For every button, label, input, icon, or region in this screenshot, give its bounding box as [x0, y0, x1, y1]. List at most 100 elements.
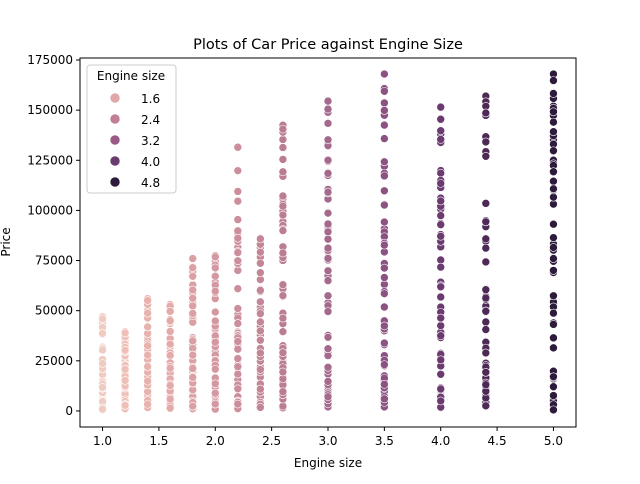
data-point [256, 365, 265, 374]
data-point [165, 381, 175, 390]
data-point [549, 167, 558, 177]
legend-label: 2.4 [141, 113, 160, 127]
data-point [233, 344, 243, 354]
data-point [256, 348, 265, 358]
data-point [323, 392, 333, 402]
data-point [323, 104, 333, 114]
data-point [380, 360, 389, 369]
data-point [549, 333, 558, 343]
y-tick-label: 75000 [35, 254, 73, 268]
data-point [549, 243, 558, 252]
data-point [436, 126, 446, 136]
data-point [278, 348, 288, 358]
data-point [143, 376, 152, 386]
data-point [256, 247, 265, 257]
data-point [233, 362, 243, 371]
data-point [143, 308, 152, 318]
y-axis-label: Price [0, 227, 13, 256]
data-point [549, 76, 558, 85]
data-point [380, 171, 389, 181]
data-point [188, 364, 198, 373]
data-point [436, 396, 446, 406]
data-point [549, 320, 558, 329]
legend-marker [109, 113, 121, 125]
data-point [278, 291, 288, 300]
data-point [143, 296, 152, 305]
data-point [188, 309, 198, 318]
chart-title: Plots of Car Price against Engine Size [193, 37, 463, 53]
data-point [233, 215, 243, 224]
data-point [481, 348, 491, 358]
data-point [278, 387, 288, 397]
data-point [233, 233, 243, 243]
data-point [256, 268, 265, 277]
data-point [549, 117, 558, 127]
data-point [256, 326, 265, 336]
x-axis-label: Engine size [294, 456, 362, 470]
data-point [549, 372, 558, 382]
data-point [256, 335, 265, 345]
legend-label: 4.0 [141, 155, 160, 169]
data-point [120, 364, 130, 374]
x-tick-label: 3.0 [318, 434, 337, 448]
data-point [323, 291, 333, 301]
x-tick-label: 1.0 [93, 434, 112, 448]
data-point [549, 266, 558, 275]
data-point [436, 102, 446, 112]
data-point [380, 157, 389, 167]
data-point [481, 401, 491, 411]
data-point [233, 256, 243, 266]
data-point [233, 319, 243, 328]
data-point [436, 211, 446, 220]
data-point [233, 196, 243, 206]
x-tick-label: 4.0 [431, 434, 450, 448]
legend: Engine size 1.6 2.4 3.2 4.0 4.8 [86, 64, 177, 194]
data-point [256, 297, 265, 307]
data-point [323, 243, 333, 253]
data-point [436, 292, 446, 302]
data-point [380, 217, 389, 227]
y-tick-label: 125000 [27, 153, 73, 167]
legend-box [86, 64, 177, 194]
data-point [380, 134, 389, 143]
data-point [481, 257, 491, 267]
data-point [481, 108, 491, 118]
legend-marker [109, 134, 121, 146]
data-point [436, 168, 446, 178]
data-point [481, 217, 491, 227]
data-point [233, 248, 243, 257]
data-point [165, 403, 175, 413]
x-tick-label: 3.5 [375, 434, 394, 448]
data-point [323, 168, 333, 178]
data-point [143, 399, 152, 409]
data-point [481, 243, 491, 253]
data-point [233, 284, 243, 293]
data-point [278, 248, 288, 258]
data-point [549, 233, 558, 242]
y-tick-label: 50000 [35, 304, 73, 318]
data-point [380, 321, 389, 331]
data-point [549, 146, 558, 156]
data-point [380, 69, 389, 79]
data-point [323, 234, 333, 244]
data-point [278, 226, 288, 235]
data-point [210, 263, 220, 273]
data-point [323, 208, 333, 218]
data-point [549, 343, 558, 353]
data-point [380, 186, 389, 196]
data-point [380, 106, 389, 115]
data-point [323, 187, 333, 197]
data-point [210, 379, 220, 389]
data-point [98, 345, 107, 355]
data-point [278, 167, 288, 177]
data-point [481, 137, 491, 147]
legend-marker [109, 155, 121, 167]
data-point [436, 114, 446, 124]
data-point [210, 307, 220, 317]
data-point [323, 307, 333, 316]
data-point [323, 227, 333, 237]
data-point [549, 291, 558, 301]
data-point [481, 317, 491, 327]
data-point [436, 282, 446, 292]
y-axis: 0 25000 50000 75000 100000 125000 150000 175000 [27, 53, 80, 418]
